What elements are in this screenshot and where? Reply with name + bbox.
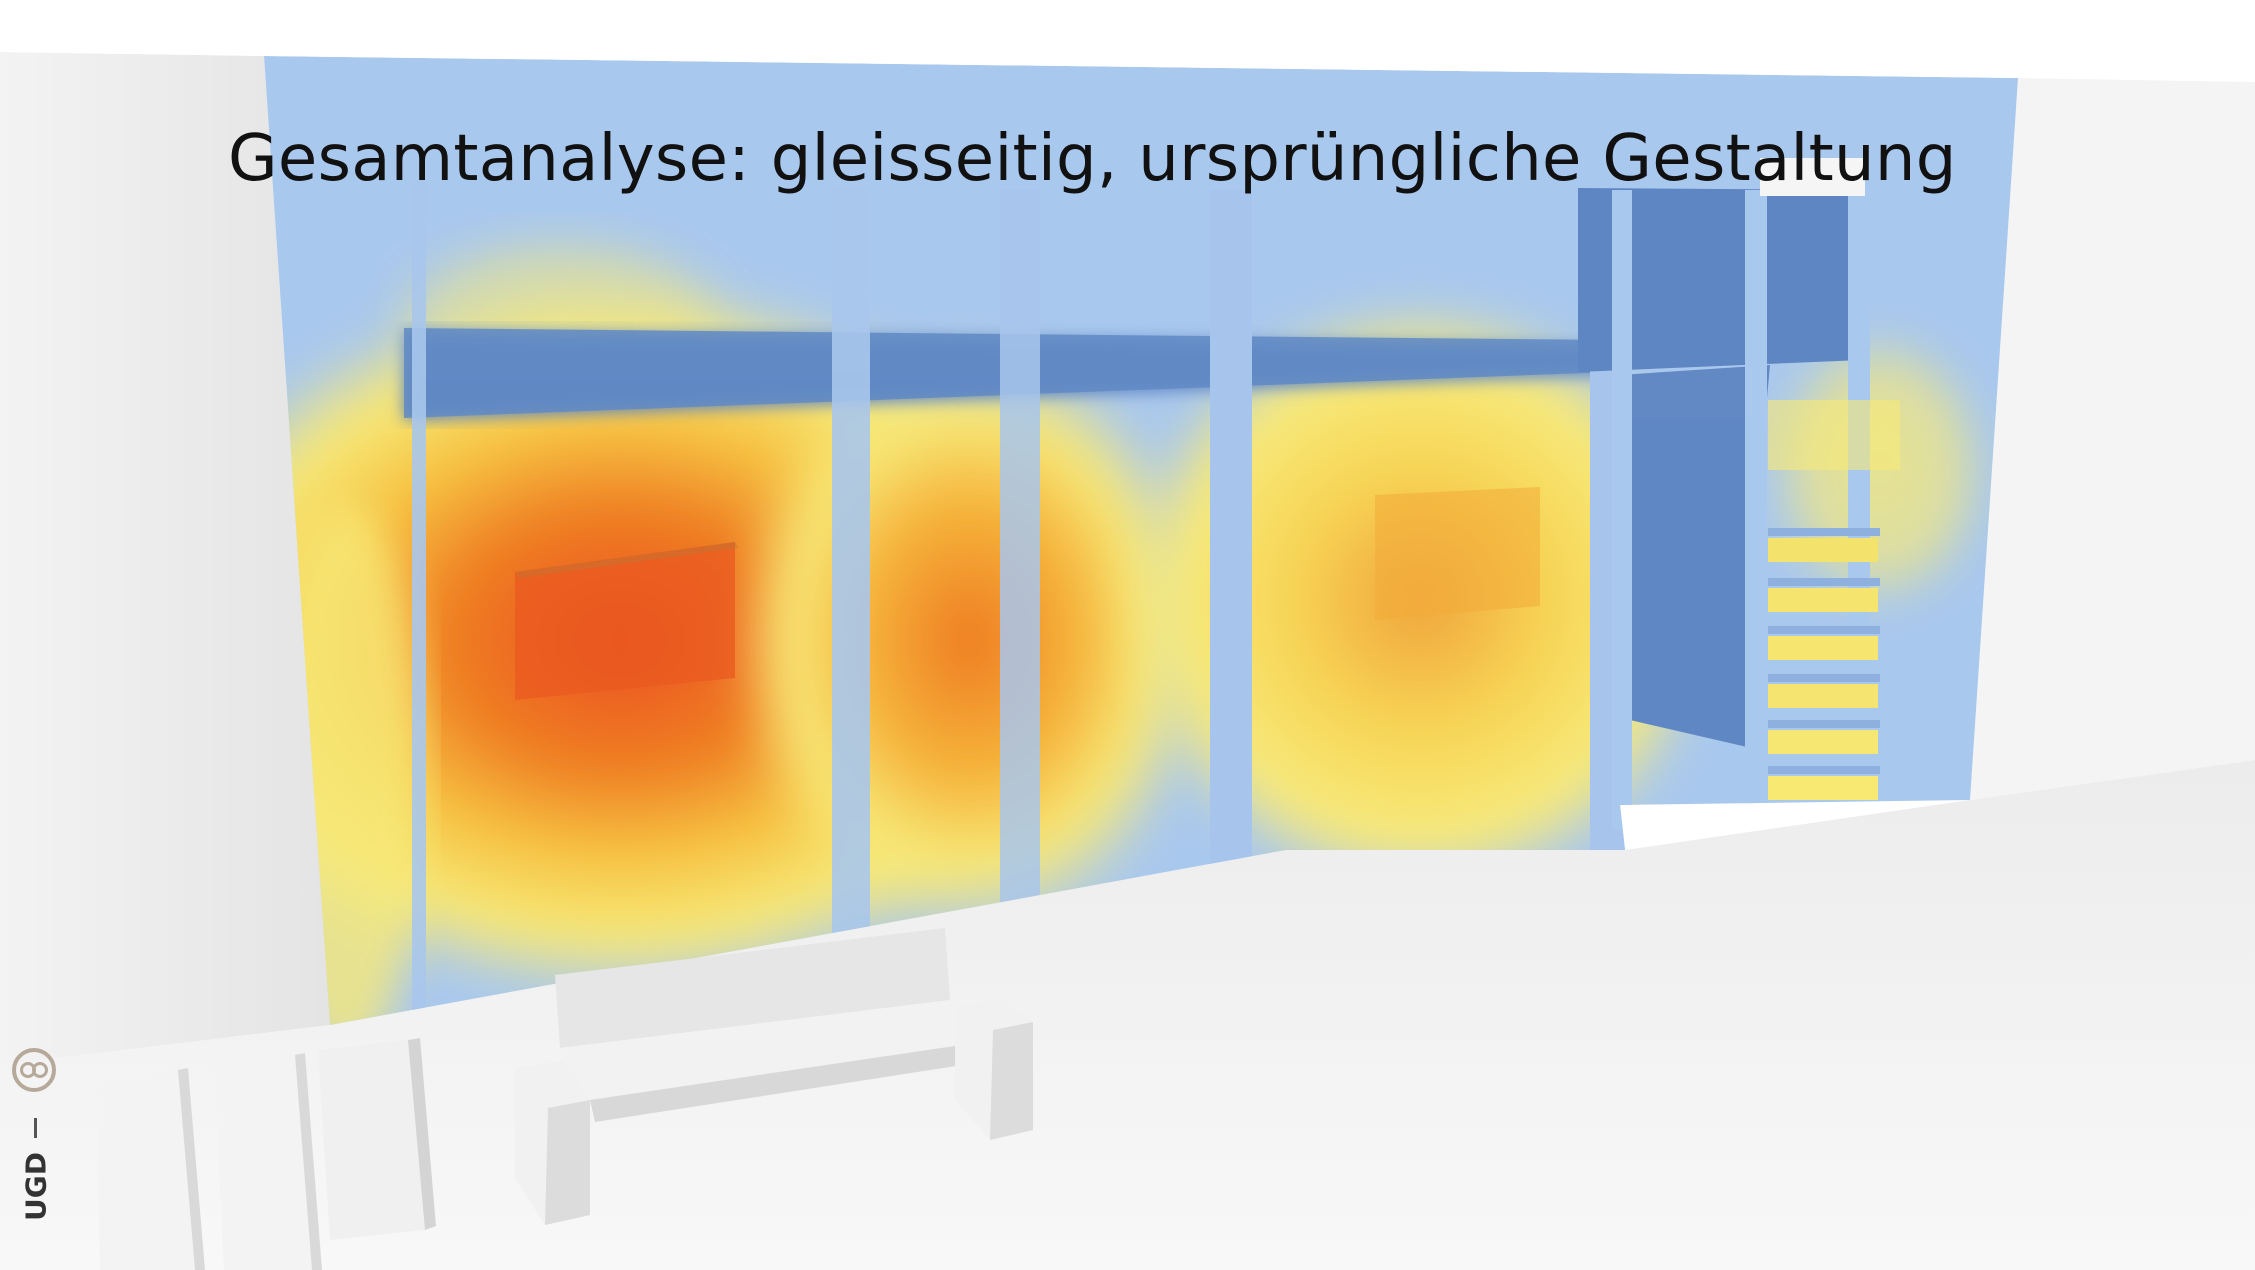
infinity-circle-icon <box>12 1048 56 1092</box>
left-wall <box>0 52 330 1065</box>
bench <box>515 928 1033 1225</box>
slide-title: Gesamtanalyse: gleisseitig, ursprünglich… <box>228 122 1957 196</box>
crates <box>96 1038 436 1270</box>
brand-sidebar: UGD <box>0 1040 70 1270</box>
brand-logo: UGD <box>19 1152 53 1221</box>
shelf-rack <box>1768 400 1900 800</box>
right-wall <box>1970 78 2255 800</box>
divider <box>34 1118 37 1138</box>
